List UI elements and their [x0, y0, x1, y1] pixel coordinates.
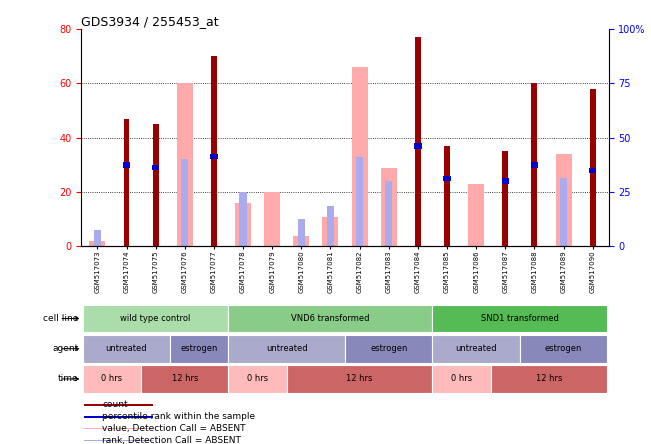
Bar	[491, 365, 607, 393]
Bar	[141, 365, 229, 393]
Text: cell line: cell line	[44, 314, 79, 323]
Bar	[84, 440, 153, 441]
Bar	[356, 157, 363, 246]
Bar	[432, 335, 520, 363]
Text: estrogen: estrogen	[545, 344, 582, 353]
Bar	[83, 365, 141, 393]
Bar	[555, 154, 572, 246]
Bar	[385, 181, 393, 246]
Bar	[83, 335, 170, 363]
Bar	[520, 335, 607, 363]
Bar	[432, 305, 607, 333]
Bar	[235, 203, 251, 246]
Bar	[170, 335, 229, 363]
Text: count: count	[102, 400, 128, 409]
Bar	[153, 124, 159, 246]
Text: estrogen: estrogen	[370, 344, 408, 353]
Bar	[286, 365, 432, 393]
Bar	[468, 184, 484, 246]
Bar	[298, 219, 305, 246]
Bar	[152, 165, 159, 170]
Bar	[124, 119, 130, 246]
Bar	[322, 217, 339, 246]
Bar	[502, 178, 509, 184]
Bar	[444, 146, 450, 246]
Bar	[345, 335, 432, 363]
Text: percentile rank within the sample: percentile rank within the sample	[102, 412, 256, 421]
Bar	[432, 365, 491, 393]
Text: wild type control: wild type control	[120, 314, 191, 323]
Bar	[560, 178, 567, 246]
Bar	[84, 428, 153, 429]
Bar	[415, 37, 421, 246]
Bar	[531, 162, 538, 167]
Bar	[123, 162, 130, 167]
Bar	[590, 89, 596, 246]
Bar	[211, 56, 217, 246]
Bar	[264, 192, 280, 246]
Text: 0 hrs: 0 hrs	[247, 374, 268, 384]
Text: 12 hrs: 12 hrs	[346, 374, 373, 384]
Text: untreated: untreated	[105, 344, 147, 353]
Bar	[177, 83, 193, 246]
Bar	[229, 365, 286, 393]
Text: 12 hrs: 12 hrs	[172, 374, 198, 384]
Text: rank, Detection Call = ABSENT: rank, Detection Call = ABSENT	[102, 436, 242, 444]
Text: untreated: untreated	[455, 344, 497, 353]
Text: GDS3934 / 255453_at: GDS3934 / 255453_at	[81, 15, 219, 28]
Bar	[294, 235, 309, 246]
Text: agent: agent	[53, 344, 79, 353]
Bar	[240, 192, 247, 246]
Bar	[327, 206, 334, 246]
Bar	[381, 167, 396, 246]
Text: 0 hrs: 0 hrs	[102, 374, 122, 384]
Bar	[84, 404, 153, 406]
Bar	[83, 305, 229, 333]
Text: 12 hrs: 12 hrs	[536, 374, 562, 384]
Bar	[210, 154, 217, 159]
Bar	[229, 335, 345, 363]
Bar	[229, 305, 432, 333]
Bar	[94, 230, 101, 246]
Bar	[352, 67, 368, 246]
Text: estrogen: estrogen	[181, 344, 218, 353]
Text: 0 hrs: 0 hrs	[451, 374, 472, 384]
Bar	[181, 159, 188, 246]
Text: value, Detection Call = ABSENT: value, Detection Call = ABSENT	[102, 424, 246, 433]
Bar	[589, 167, 596, 173]
Text: VND6 transformed: VND6 transformed	[291, 314, 370, 323]
Bar	[531, 83, 537, 246]
Bar	[84, 416, 153, 418]
Text: time: time	[58, 374, 79, 384]
Bar	[443, 176, 450, 181]
Bar	[414, 143, 421, 148]
Bar	[89, 241, 105, 246]
Bar	[503, 151, 508, 246]
Text: untreated: untreated	[266, 344, 307, 353]
Text: SND1 transformed: SND1 transformed	[481, 314, 559, 323]
